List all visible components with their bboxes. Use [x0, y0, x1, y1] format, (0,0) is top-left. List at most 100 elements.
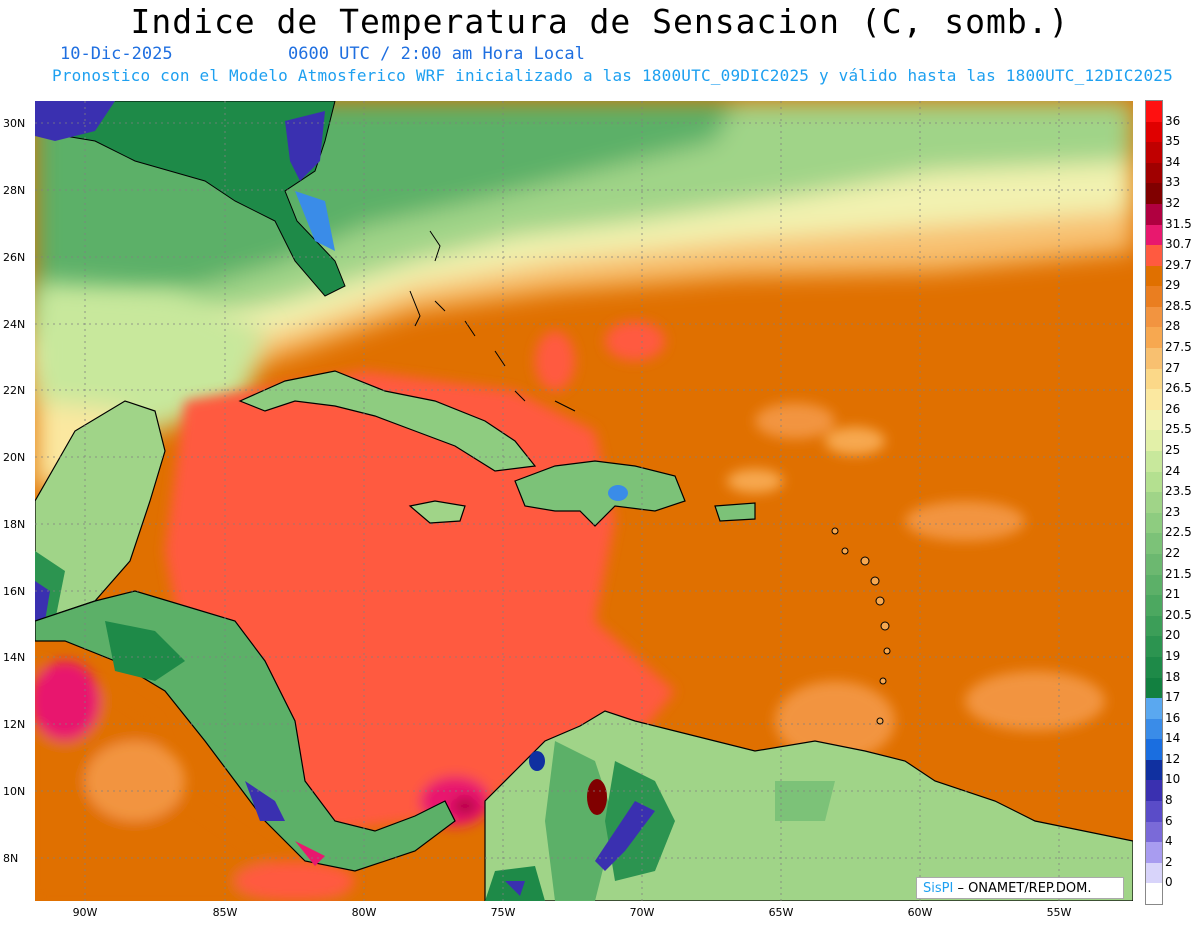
color-legend-label: 33 — [1165, 175, 1181, 190]
color-legend-swatch — [1146, 615, 1162, 637]
color-legend-swatch — [1146, 862, 1162, 884]
color-legend-swatch — [1146, 265, 1162, 287]
color-legend-label: 36 — [1165, 113, 1181, 128]
color-legend-swatch — [1146, 286, 1162, 308]
color-legend-label: 25 — [1165, 443, 1181, 458]
color-legend-swatch — [1146, 656, 1162, 678]
color-legend-label: 4 — [1165, 834, 1173, 849]
color-legend-label: 8 — [1165, 793, 1173, 808]
color-legend-swatch — [1146, 533, 1162, 555]
color-legend-label: 10 — [1165, 772, 1181, 787]
color-legend-label: 29.7 — [1165, 257, 1192, 272]
lat-label: 24N — [3, 318, 26, 331]
color-legend-swatch — [1146, 451, 1162, 473]
lon-label: 55W — [1046, 906, 1072, 919]
color-legend-swatch — [1146, 306, 1162, 328]
lesser-antilles — [831, 527, 891, 725]
color-legend-label: 26 — [1165, 401, 1181, 416]
lat-label: 18N — [3, 518, 26, 531]
credit-box: SisPI – ONAMET/REP.DOM. — [916, 877, 1124, 899]
color-legend-label: 22 — [1165, 545, 1181, 560]
color-legend-label: 30.7 — [1165, 237, 1192, 252]
color-legend-swatch — [1146, 636, 1162, 658]
color-legend-swatch — [1146, 348, 1162, 370]
color-legend-swatch — [1146, 842, 1162, 864]
puerto-rico — [714, 502, 756, 522]
lon-label: 80W — [351, 906, 377, 919]
atlantic-patches — [535, 321, 1105, 761]
lon-label: 65W — [768, 906, 794, 919]
forecast-time: 0600 UTC / 2:00 am Hora Local — [288, 44, 585, 64]
color-legend-label: 20.5 — [1165, 607, 1192, 622]
color-legend-swatch — [1146, 203, 1162, 226]
lon-label: 85W — [212, 906, 238, 919]
color-legend-swatch — [1146, 718, 1162, 740]
credit-org: ONAMET/REP.DOM. — [968, 881, 1092, 896]
color-legend-swatch — [1146, 245, 1162, 267]
color-legend-swatch — [1146, 142, 1162, 164]
color-legend-label: 22.5 — [1165, 525, 1192, 540]
color-legend-swatch — [1146, 101, 1162, 123]
lat-label: 16N — [3, 585, 26, 598]
lat-label: 22N — [3, 384, 26, 397]
color-legend-swatch — [1146, 121, 1162, 143]
color-legend-label: 29 — [1165, 278, 1181, 293]
color-legend-label: 27 — [1165, 360, 1181, 375]
color-legend-swatch — [1146, 430, 1162, 452]
lon-label: 70W — [629, 906, 655, 919]
color-legend-swatch — [1146, 471, 1162, 493]
credit-dash: – — [953, 881, 969, 896]
color-legend-swatch — [1146, 595, 1162, 617]
color-legend-label: 12 — [1165, 751, 1181, 766]
color-legend-label: 21 — [1165, 587, 1181, 602]
lat-label: 28N — [3, 184, 26, 197]
color-legend-label: 24 — [1165, 463, 1181, 478]
color-legend-label: 23 — [1165, 504, 1181, 519]
color-legend-swatch — [1146, 162, 1162, 184]
jamaica — [408, 500, 466, 524]
color-legend-label: 18 — [1165, 669, 1181, 684]
color-legend-swatch — [1146, 409, 1162, 431]
color-legend-label: 16 — [1165, 710, 1181, 725]
hispaniola — [514, 460, 686, 527]
color-legend-swatch — [1146, 224, 1162, 246]
graticule — [35, 101, 1133, 901]
color-legend-swatch — [1146, 553, 1162, 576]
color-legend-label: 32 — [1165, 195, 1181, 210]
central-america — [35, 400, 456, 872]
lat-label: 8N — [3, 852, 19, 865]
color-legend-label: 14 — [1165, 731, 1181, 746]
map-canvas — [35, 101, 1133, 901]
heat-index-map[interactable] — [35, 101, 1133, 901]
color-legend-swatch — [1146, 739, 1162, 761]
sispi-logo: SisPI — [923, 881, 954, 896]
color-legend-label: 35 — [1165, 134, 1181, 149]
color-legend-swatch — [1146, 389, 1162, 411]
color-legend-label: 34 — [1165, 154, 1181, 169]
model-info: Pronostico con el Modelo Atmosferico WRF… — [52, 66, 1173, 85]
lat-label: 26N — [3, 251, 26, 264]
lat-label: 30N — [3, 117, 26, 130]
color-legend-swatch — [1146, 780, 1162, 802]
lon-label: 90W — [72, 906, 98, 919]
color-legend-label: 31.5 — [1165, 216, 1192, 231]
color-legend — [1145, 100, 1163, 905]
color-legend-label: 19 — [1165, 648, 1181, 663]
color-legend-swatch — [1146, 327, 1162, 349]
lat-label: 20N — [3, 451, 26, 464]
color-legend-label: 6 — [1165, 813, 1173, 828]
color-legend-swatch — [1146, 492, 1162, 514]
color-legend-swatch — [1146, 368, 1162, 390]
bahamas — [409, 230, 576, 412]
color-legend-label: 0 — [1165, 875, 1173, 890]
color-legend-label: 23.5 — [1165, 484, 1192, 499]
pacific-region — [35, 661, 355, 901]
color-legend-label: 17 — [1165, 690, 1181, 705]
map-title: Indice de Temperatura de Sensacion (C, s… — [130, 2, 1070, 41]
cuba — [238, 370, 537, 472]
color-legend-label: 25.5 — [1165, 422, 1192, 437]
lon-label: 60W — [907, 906, 933, 919]
lat-label: 10N — [3, 785, 26, 798]
color-legend-swatch — [1146, 883, 1162, 904]
color-legend-swatch — [1146, 183, 1162, 205]
